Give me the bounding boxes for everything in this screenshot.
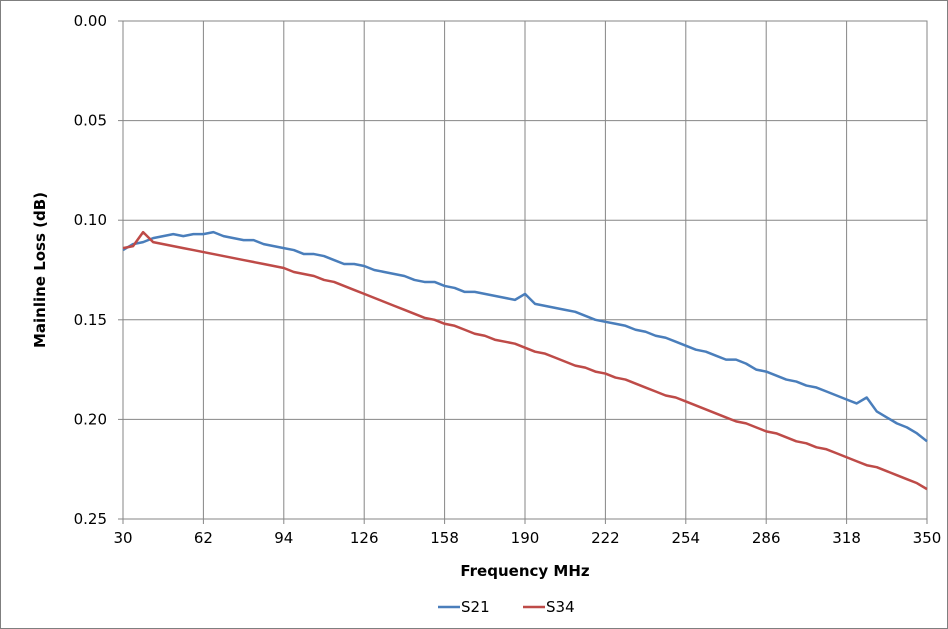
y-axis-tick-labels: 0.00 0.05 0.10 0.15 0.20 0.25	[74, 12, 107, 528]
x-axis-title: Frequency MHz	[460, 562, 589, 580]
legend-label-s21: S21	[461, 598, 490, 616]
gridlines	[118, 20, 928, 524]
y-tick-label: 0.05	[74, 112, 107, 130]
series-line-s21	[122, 230, 928, 443]
plot-area-border	[122, 20, 928, 520]
x-tick-label: 94	[274, 529, 293, 547]
legend-label-s34: S34	[546, 598, 575, 616]
y-tick-label: 0.00	[74, 12, 107, 30]
series-line-s34	[122, 230, 928, 491]
x-tick-label: 126	[350, 529, 379, 547]
y-tick-label: 0.20	[74, 410, 107, 428]
legend: S21 S34	[438, 598, 575, 616]
x-tick-label: 30	[113, 529, 132, 547]
x-tick-label: 350	[913, 529, 942, 547]
y-tick-label: 0.10	[74, 211, 107, 229]
x-tick-label: 222	[591, 529, 620, 547]
x-axis-tick-labels: 30 62 94 126 158 190 222 254 286 318 350	[113, 529, 941, 547]
y-tick-label: 0.15	[74, 311, 107, 329]
x-tick-label: 62	[194, 529, 213, 547]
x-tick-label: 286	[752, 529, 781, 547]
x-tick-label: 318	[832, 529, 861, 547]
x-tick-label: 190	[511, 529, 540, 547]
series-lines	[122, 230, 928, 491]
y-axis-title: Mainline Loss (dB)	[31, 192, 49, 348]
y-tick-label: 0.25	[74, 510, 107, 528]
x-tick-label: 158	[430, 529, 459, 547]
x-tick-label: 254	[671, 529, 700, 547]
